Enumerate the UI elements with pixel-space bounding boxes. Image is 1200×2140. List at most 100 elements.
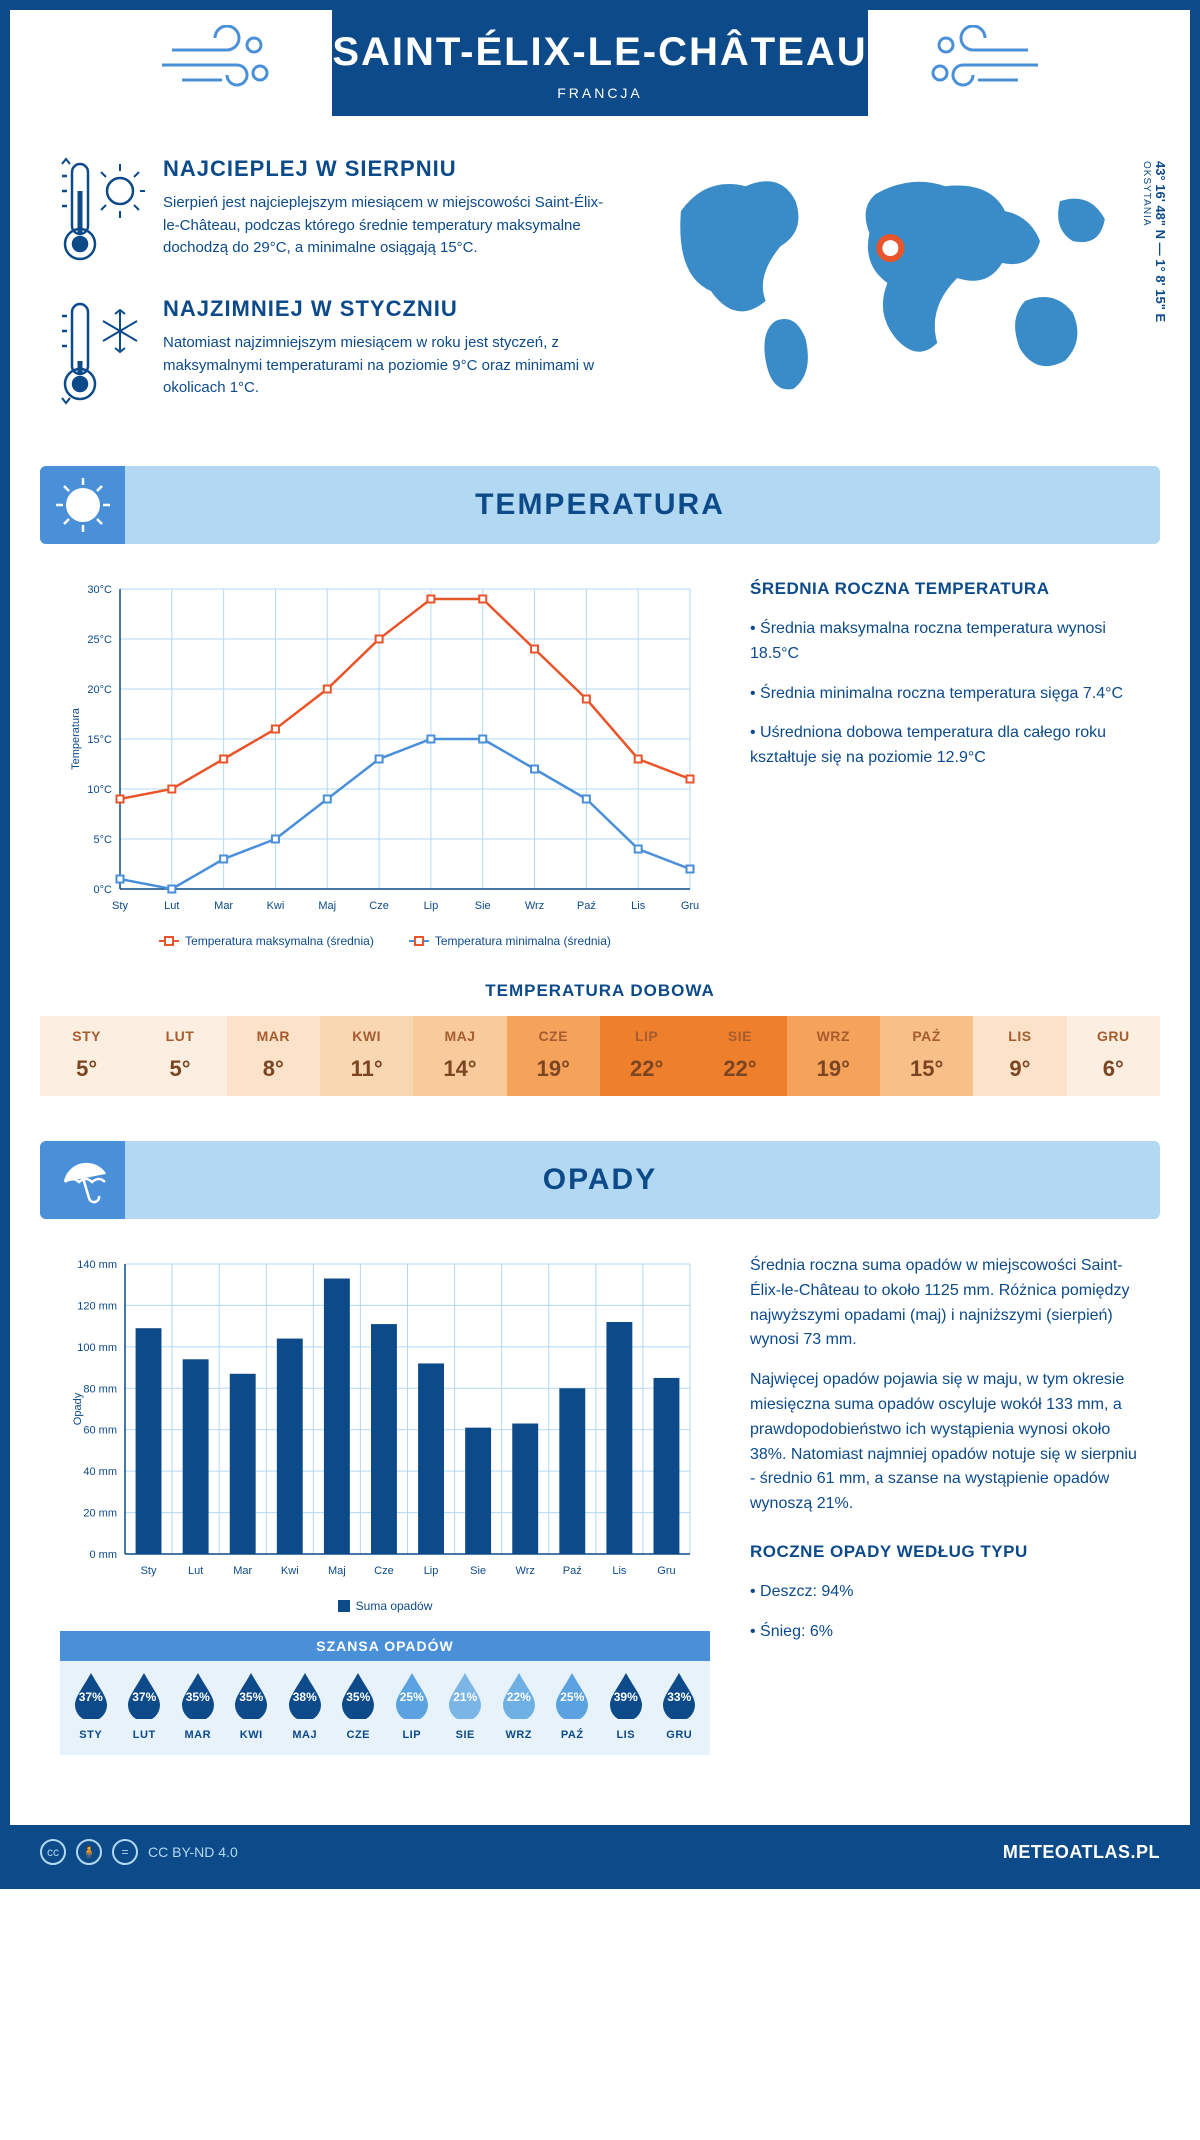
section-title: TEMPERATURA xyxy=(475,488,725,521)
svg-text:Lut: Lut xyxy=(188,1565,203,1577)
dob-cell: PAŹ15° xyxy=(880,1016,973,1096)
by-icon: 🧍 xyxy=(76,1839,102,1865)
dob-cell: LUT5° xyxy=(133,1016,226,1096)
szansa-cell: 39%LIS xyxy=(599,1671,653,1743)
legend-suma: Suma opadów xyxy=(356,1599,433,1613)
szansa-cell: 35%KWI xyxy=(225,1671,279,1743)
dob-cell: SIE22° xyxy=(693,1016,786,1096)
svg-text:Temperatura: Temperatura xyxy=(70,707,82,770)
svg-text:Mar: Mar xyxy=(233,1565,252,1577)
section-opady: OPADY xyxy=(40,1141,1160,1219)
svg-text:40 mm: 40 mm xyxy=(83,1466,117,1478)
svg-text:25°C: 25°C xyxy=(87,634,112,646)
dob-cell: KWI11° xyxy=(320,1016,413,1096)
svg-text:Kwi: Kwi xyxy=(267,900,285,912)
szansa-cell: 25%PAŹ xyxy=(546,1671,600,1743)
region-label: OKSYTANIA xyxy=(1141,161,1152,227)
svg-text:Maj: Maj xyxy=(328,1565,346,1577)
svg-text:Sie: Sie xyxy=(475,900,491,912)
dobowa-table: STY5°LUT5°MAR8°KWI11°MAJ14°CZE19°LIP22°S… xyxy=(40,1016,1160,1096)
svg-text:10°C: 10°C xyxy=(87,784,112,796)
dobowa-title: TEMPERATURA DOBOWA xyxy=(10,981,1190,1001)
svg-text:Wrz: Wrz xyxy=(516,1565,535,1577)
opady-type-title: ROCZNE OPADY WEDŁUG TYPU xyxy=(750,1542,1140,1562)
szansa-cell: 35%MAR xyxy=(171,1671,225,1743)
szansa-cell: 33%GRU xyxy=(653,1671,707,1743)
hot-text: Sierpień jest najcieplejszym miesiącem w… xyxy=(163,192,611,260)
dob-cell: STY5° xyxy=(40,1016,133,1096)
svg-text:140 mm: 140 mm xyxy=(77,1259,117,1271)
umbrella-icon xyxy=(40,1141,125,1219)
szansa-cell: 21%SIE xyxy=(439,1671,493,1743)
section-title: OPADY xyxy=(543,1163,657,1196)
intro-left: NAJCIEPLEJ W SIERPNIU Sierpień jest najc… xyxy=(60,156,611,436)
cold-block: NAJZIMNIEJ W STYCZNIU Natomiast najzimni… xyxy=(60,296,611,406)
svg-text:20 mm: 20 mm xyxy=(83,1508,117,1520)
opady-chart-row: 0 mm20 mm40 mm60 mm80 mm100 mm120 mm140 … xyxy=(10,1219,1190,1780)
dob-cell: LIS9° xyxy=(973,1016,1066,1096)
svg-text:Sty: Sty xyxy=(112,900,128,912)
svg-text:Paź: Paź xyxy=(577,900,596,912)
temp-bullet: Średnia minimalna roczna temperatura się… xyxy=(750,682,1140,707)
license-text: CC BY-ND 4.0 xyxy=(148,1844,238,1860)
svg-text:Cze: Cze xyxy=(369,900,389,912)
svg-text:0°C: 0°C xyxy=(94,884,113,896)
svg-text:Lut: Lut xyxy=(164,900,179,912)
header-row: SAINT-ÉLIX-LE-CHÂTEAU FRANCJA xyxy=(10,10,1190,116)
sun-icon xyxy=(40,466,125,544)
page-title: SAINT-ÉLIX-LE-CHÂTEAU xyxy=(332,30,867,74)
coords-label: 43° 16' 48" N — 1° 8' 15" E xyxy=(1153,161,1168,322)
temp-bullet: Średnia maksymalna roczna temperatura wy… xyxy=(750,617,1140,667)
footer-license: cc 🧍 = CC BY-ND 4.0 xyxy=(40,1839,238,1865)
svg-text:Mar: Mar xyxy=(214,900,233,912)
temp-chart: 0°C5°C10°C15°C20°C25°C30°CStyLutMarKwiMa… xyxy=(60,579,710,948)
opady-p2: Najwięcej opadów pojawia się w maju, w t… xyxy=(750,1368,1140,1517)
page-subtitle: FRANCJA xyxy=(332,85,867,101)
svg-text:Gru: Gru xyxy=(681,900,699,912)
header: SAINT-ÉLIX-LE-CHÂTEAU FRANCJA xyxy=(332,10,867,116)
szansa-row: 37%STY37%LUT35%MAR35%KWI38%MAJ35%CZE25%L… xyxy=(60,1661,710,1755)
temp-side: ŚREDNIA ROCZNA TEMPERATURA Średnia maksy… xyxy=(750,579,1140,948)
opady-type-bullet: Śnieg: 6% xyxy=(750,1620,1140,1645)
wind-icon-left xyxy=(152,25,292,100)
szansa-title: SZANSA OPADÓW xyxy=(60,1631,710,1661)
dob-cell: MAJ14° xyxy=(413,1016,506,1096)
opady-p1: Średnia roczna suma opadów w miejscowośc… xyxy=(750,1254,1140,1353)
szansa-cell: 22%WRZ xyxy=(492,1671,546,1743)
cold-text: Natomiast najzimniejszym miesiącem w rok… xyxy=(163,332,611,400)
opady-side: Średnia roczna suma opadów w miejscowośc… xyxy=(750,1254,1140,1755)
section-temperatura: TEMPERATURA xyxy=(40,466,1160,544)
szansa-cell: 37%STY xyxy=(64,1671,118,1743)
dob-cell: CZE19° xyxy=(507,1016,600,1096)
page: SAINT-ÉLIX-LE-CHÂTEAU FRANCJA NAJCIEPLEJ… xyxy=(0,0,1200,1889)
temp-side-title: ŚREDNIA ROCZNA TEMPERATURA xyxy=(750,579,1140,599)
footer-site: METEOATLAS.PL xyxy=(1003,1842,1160,1863)
svg-text:Wrz: Wrz xyxy=(525,900,544,912)
nd-icon: = xyxy=(112,1839,138,1865)
svg-text:15°C: 15°C xyxy=(87,734,112,746)
svg-text:Lis: Lis xyxy=(612,1565,627,1577)
svg-text:120 mm: 120 mm xyxy=(77,1300,117,1312)
opady-type-bullet: Deszcz: 94% xyxy=(750,1580,1140,1605)
svg-text:Opady: Opady xyxy=(72,1392,84,1425)
wind-icon-right xyxy=(908,25,1048,100)
szansa-cell: 25%LIP xyxy=(385,1671,439,1743)
svg-text:30°C: 30°C xyxy=(87,584,112,596)
svg-text:Sie: Sie xyxy=(470,1565,486,1577)
legend-max: Temperatura maksymalna (średnia) xyxy=(185,934,374,948)
temp-bullet: Uśredniona dobowa temperatura dla całego… xyxy=(750,721,1140,771)
legend-min: Temperatura minimalna (średnia) xyxy=(435,934,611,948)
svg-text:Lis: Lis xyxy=(631,900,646,912)
svg-text:Cze: Cze xyxy=(374,1565,394,1577)
svg-text:100 mm: 100 mm xyxy=(77,1342,117,1354)
svg-text:Maj: Maj xyxy=(318,900,336,912)
dob-cell: MAR8° xyxy=(227,1016,320,1096)
svg-text:Lip: Lip xyxy=(424,900,439,912)
dob-cell: GRU6° xyxy=(1067,1016,1160,1096)
world-map: OKSYTANIA 43° 16' 48" N — 1° 8' 15" E xyxy=(641,156,1140,436)
svg-text:5°C: 5°C xyxy=(94,834,113,846)
thermometer-sun-icon xyxy=(60,156,145,266)
footer: cc 🧍 = CC BY-ND 4.0 METEOATLAS.PL xyxy=(10,1825,1190,1879)
thermometer-snow-icon xyxy=(60,296,145,406)
opady-legend: Suma opadów xyxy=(60,1599,710,1613)
